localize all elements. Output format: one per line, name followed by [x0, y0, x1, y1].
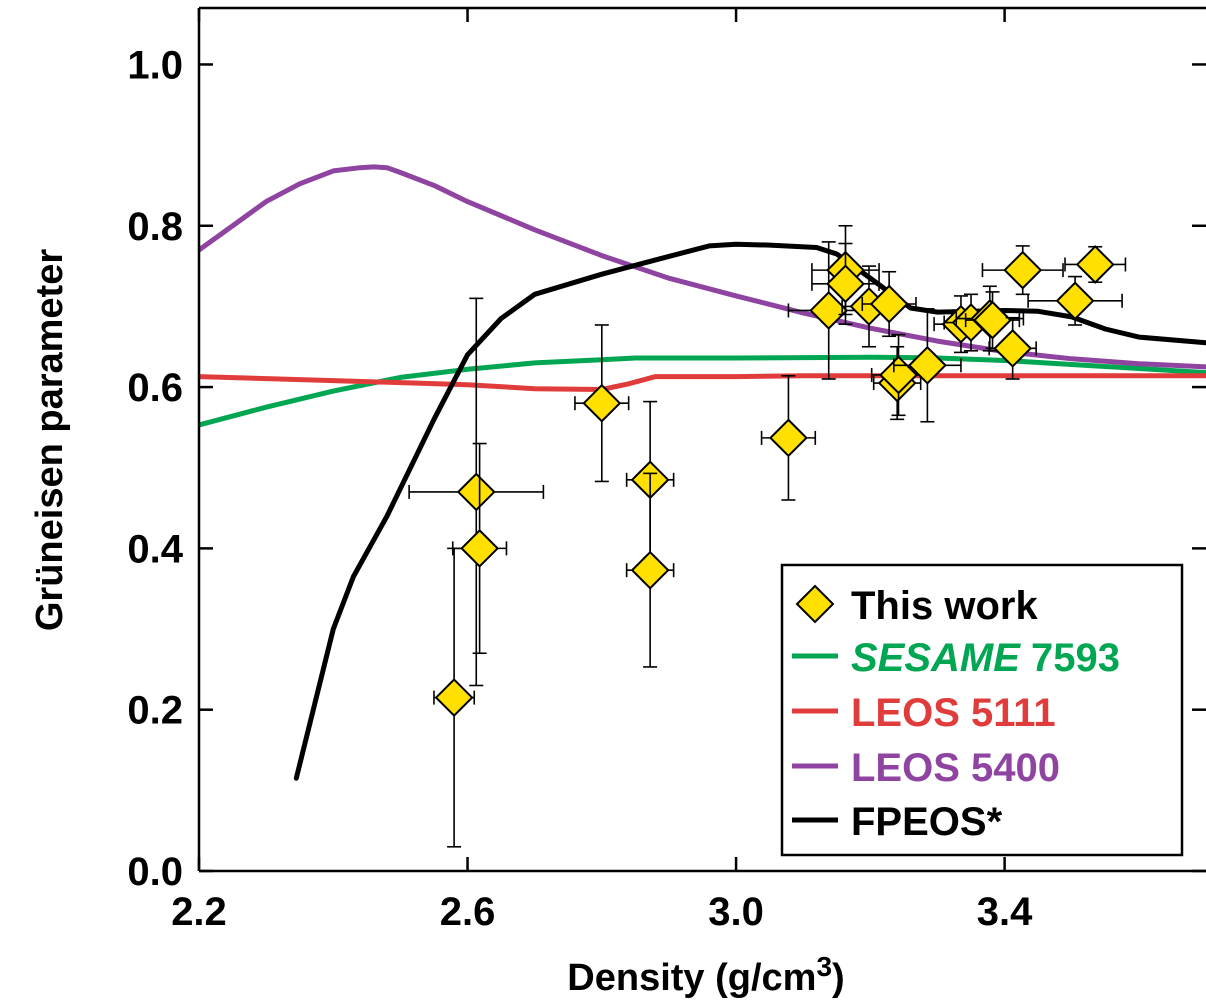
axis-ticks: 2.2 2.6 3.0 3.4 0.0 0.2 0.4 0.6 0.8 1.0	[127, 8, 1206, 934]
legend: This work SESAME 7593 LEOS 5111 LEOS 540…	[780, 563, 1184, 857]
x-axis-label: Density (g/cm3)	[567, 951, 844, 999]
diamond-marker	[1075, 245, 1115, 284]
diamond-marker	[907, 345, 947, 385]
legend-diamond-marker	[795, 584, 835, 624]
diamond-marker	[582, 383, 622, 423]
legend-box	[780, 563, 1184, 857]
data-point	[988, 316, 1037, 380]
y-tick-label: 0.8	[127, 205, 183, 249]
data-point	[1064, 245, 1127, 284]
legend-label-leos-5400: LEOS 5400	[851, 746, 1060, 790]
data-point	[870, 333, 927, 417]
legend-entry-leos-5400: LEOS 5400	[792, 746, 1060, 790]
legend-label-fpeos: FPEOS*	[851, 800, 1003, 844]
data-point	[811, 242, 880, 325]
diamond-marker	[809, 291, 849, 330]
data-point	[981, 245, 1064, 296]
x-axis-label-superscript: 3	[816, 951, 832, 982]
y-tick-label: 0.4	[127, 527, 183, 571]
y-tick-label: 0.2	[127, 689, 183, 733]
diamond-marker	[630, 550, 670, 590]
x-tick-label: 2.2	[171, 890, 227, 934]
diamond-marker	[993, 328, 1033, 368]
series-line-sesame-7593	[199, 354, 1206, 428]
diamond-marker	[973, 300, 1012, 340]
diamond-marker	[460, 528, 500, 568]
data-point	[408, 297, 545, 687]
diamond-marker	[1003, 250, 1043, 290]
diamond-marker	[434, 678, 474, 718]
data-point	[451, 442, 508, 655]
legend-entry-sesame-7593: SESAME 7593	[792, 636, 1120, 680]
series-lines	[199, 164, 1206, 781]
x-axis-label-close: )	[832, 957, 845, 999]
diamond-marker	[1055, 281, 1095, 321]
y-tick-label: 0.0	[127, 850, 183, 894]
data-point	[964, 291, 1021, 350]
series-line-leos-5400	[199, 164, 1206, 370]
series-line-leos-5111	[199, 373, 1206, 392]
data-points	[408, 224, 1127, 848]
data-point	[1027, 275, 1123, 326]
x-tick-label: 2.6	[440, 890, 496, 934]
data-point	[760, 374, 817, 501]
legend-entry-this-work: This work	[795, 584, 1038, 628]
data-point	[893, 308, 962, 423]
diamond-marker	[869, 284, 909, 324]
legend-entry-fpeos: FPEOS*	[792, 800, 1003, 844]
y-tick-label: 1.0	[127, 43, 183, 87]
x-tick-label: 3.4	[977, 890, 1033, 934]
diamond-marker	[456, 472, 496, 512]
x-axis-label-main: Density (g/cm	[567, 957, 816, 999]
data-point	[625, 472, 675, 668]
legend-label-sesame-7593: SESAME 7593	[851, 636, 1120, 680]
data-point	[861, 270, 917, 338]
legend-entry-leos-5111: LEOS 5111	[792, 691, 1056, 735]
y-axis-label: Grüneisen parameter	[29, 249, 71, 631]
legend-label-this-work: This work	[851, 584, 1038, 628]
diamond-marker	[769, 418, 808, 458]
diamond-marker	[826, 264, 865, 304]
series-line-fpeos	[293, 241, 1206, 781]
legend-label-leos-5111: LEOS 5111	[851, 691, 1056, 735]
y-tick-label: 0.6	[127, 366, 183, 410]
x-tick-label: 3.0	[708, 890, 764, 934]
data-point	[433, 547, 476, 848]
data-point	[787, 241, 870, 380]
data-point	[574, 324, 630, 483]
